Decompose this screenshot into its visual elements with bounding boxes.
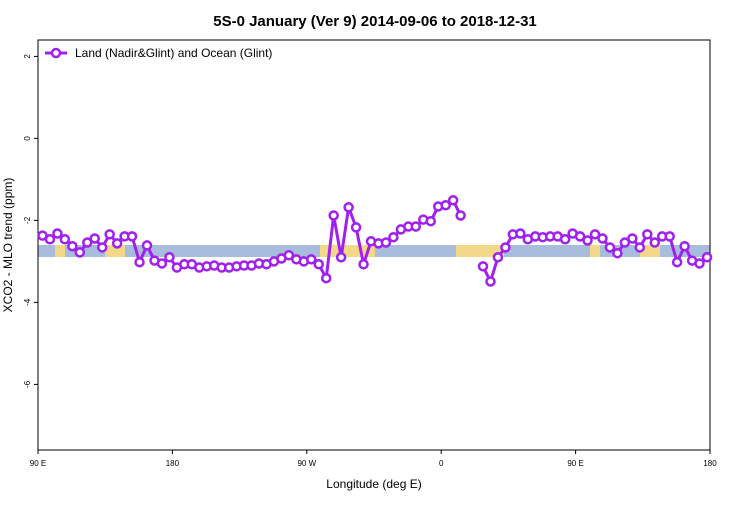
data-point [664,231,675,242]
data-point [283,250,295,261]
plot-frame [37,39,711,451]
data-point [52,228,63,239]
data-point [306,254,317,265]
y-tick-label: 0 [23,136,32,141]
data-point [44,234,56,245]
data-point [156,258,168,269]
data-point [89,233,100,244]
data-point [350,222,362,233]
x-tick-label: 90 E [30,459,46,468]
data-point [619,237,631,248]
data-point [634,242,646,253]
data-point [320,272,332,284]
x-tick-label: 180 [703,459,717,468]
data-point [485,276,496,287]
data-point [126,231,138,242]
x-tick-label: 90 W [297,459,316,468]
data-point [96,242,108,253]
data-point [515,228,526,239]
data-point [313,259,324,270]
x-tick-label: 90 E [567,459,583,468]
y-axis-label: XCO2 - MLO trend (ppm) [1,178,15,313]
data-point [111,238,123,249]
data-point [440,199,451,211]
data-point [82,237,93,248]
data-point [612,247,623,259]
data-point [380,237,392,248]
data-point [134,256,145,268]
data-point [477,261,489,272]
land-patch [456,245,504,257]
data-point [500,242,511,253]
data-point [447,195,459,206]
data-point [74,247,86,258]
land-ocean-band [38,245,710,257]
data-point [679,240,690,252]
data-point [67,240,78,252]
y-tick-label: -2 [23,216,32,224]
x-axis-label: Longitude (deg E) [326,477,421,491]
data-point [582,235,593,246]
data-point [671,256,683,268]
data-point [425,215,436,227]
data-point [328,210,339,221]
land-patch [105,245,125,257]
x-tick-label: 0 [439,459,444,468]
data-point [701,252,713,263]
x-tick-label: 180 [166,459,180,468]
chart-title: 5S-0 January (Ver 9) 2014-09-06 to 2018-… [213,13,537,30]
data-point [358,259,369,270]
data-point [343,202,354,213]
data-point [649,237,660,248]
data-point [597,233,608,244]
data-point [164,252,175,263]
y-tick-label: -4 [23,298,32,306]
land-patch [590,245,600,257]
data-point [627,233,638,244]
data-point [410,221,422,232]
data-point [141,240,153,251]
data-point [559,234,571,245]
y-tick-label: 2 [23,54,32,59]
data-point [589,229,601,240]
data-point [59,234,71,245]
data-point [492,252,504,263]
data-point [104,229,115,240]
data-point [455,210,466,221]
legend-marker [50,47,62,59]
y-tick-label: -6 [23,380,32,388]
data-point [388,231,399,243]
legend-label: Land (Nadir&Glint) and Ocean (Glint) [75,46,272,60]
land-patch [55,245,65,257]
data-point [335,252,347,263]
data-point [604,242,616,253]
data-point [694,258,705,269]
data-point [574,231,586,242]
data-point [642,229,653,240]
